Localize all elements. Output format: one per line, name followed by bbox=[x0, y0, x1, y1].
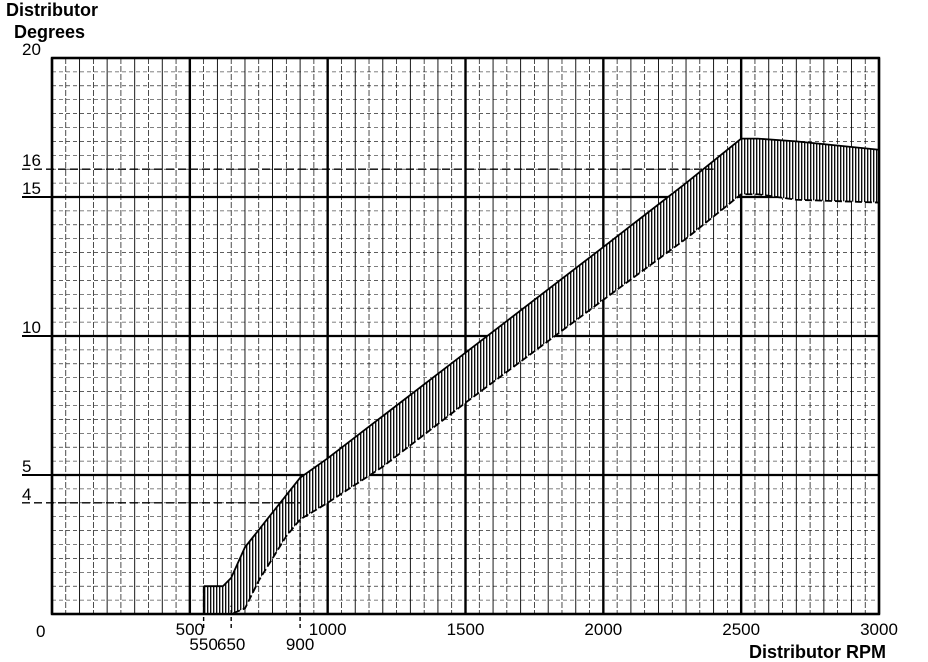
x-tick-label: 1500 bbox=[447, 620, 485, 639]
series-lower-line bbox=[203, 193, 880, 615]
x-tick-label: 1000 bbox=[309, 620, 347, 639]
y-tick-label: 15 bbox=[22, 179, 41, 198]
y-tick-label: 4 bbox=[22, 485, 31, 504]
y-tick-label: 20 bbox=[22, 40, 41, 59]
x-tick-label-minor: 650 bbox=[217, 635, 245, 654]
y-tick-label: 10 bbox=[22, 318, 41, 337]
y-tick-label: 0 bbox=[36, 622, 45, 641]
y-tick-label: 5 bbox=[22, 457, 31, 476]
x-tick-label: 2500 bbox=[722, 620, 760, 639]
y-tick-label: 16 bbox=[22, 151, 41, 170]
x-tick-label: 2000 bbox=[584, 620, 622, 639]
series-upper-line bbox=[203, 137, 880, 588]
x-axis-label: Distributor RPM bbox=[749, 642, 886, 662]
x-tick-label: 3000 bbox=[860, 620, 898, 639]
x-tick-label: 500 bbox=[176, 620, 204, 639]
advance-band-fill bbox=[203, 138, 879, 614]
tick-labels: 0 4 5 10 15 16 20 500 1000 1500 2000 2500 3000 550 650… bbox=[22, 40, 898, 654]
plot-frame bbox=[22, 56, 881, 616]
y-axis-label-line2: Degrees bbox=[14, 22, 85, 42]
x-tick-label-minor: 900 bbox=[286, 635, 314, 654]
x-tick-label-minor: 550 bbox=[189, 635, 217, 654]
advance-band bbox=[202, 137, 880, 615]
y-axis-label-line1: Distributor bbox=[6, 0, 98, 20]
axis-labels: Distributor Degrees Distributor RPM bbox=[6, 0, 886, 662]
reference-lines bbox=[22, 168, 714, 628]
